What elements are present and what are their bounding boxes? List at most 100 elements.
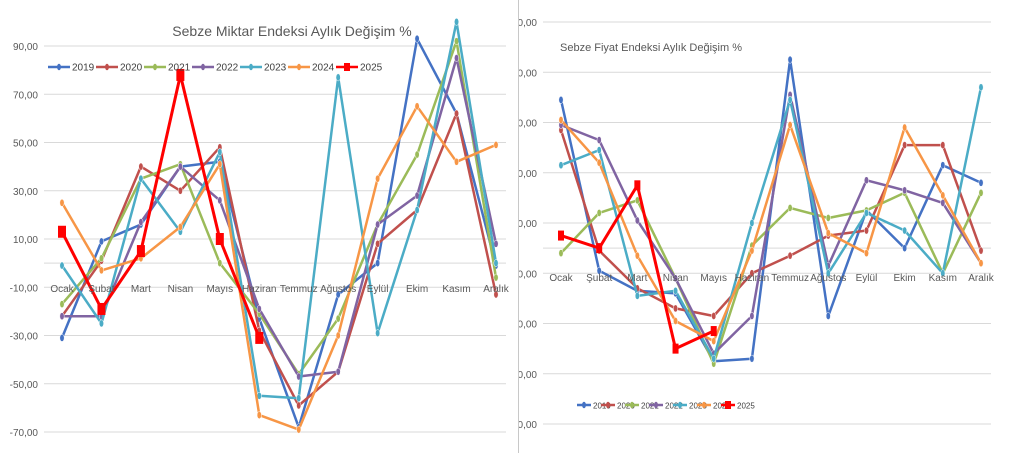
miktar-series-2025	[58, 68, 264, 344]
miktar-legend-item: 2025	[336, 63, 383, 74]
fiyat-point-2024	[940, 191, 946, 200]
fiyat-point-2023	[787, 96, 793, 104]
fiyat-point-2020	[864, 226, 869, 235]
miktar-y-tick-label: 50,00	[13, 139, 38, 150]
fiyat-x-tick-label: Aralık	[968, 273, 995, 284]
fiyat-point-2020	[978, 246, 984, 255]
miktar-series-line-2020	[60, 112, 498, 407]
miktar-point-2021	[414, 150, 420, 159]
miktar-legend-label: 2022	[216, 63, 239, 74]
fiyat-series-line-2020	[559, 129, 983, 318]
miktar-point-2021	[335, 314, 341, 323]
fiyat-y-tick-label: -50,00	[519, 370, 537, 381]
fiyat-point-2023	[711, 354, 717, 363]
fiyat-legend-marker	[654, 401, 658, 409]
miktar-legend-item: 2019	[48, 63, 95, 74]
fiyat-point-2022	[749, 312, 755, 320]
miktar-point-2024	[335, 331, 341, 340]
fiyat-point-2019	[787, 55, 793, 64]
miktar-point-2020	[138, 162, 144, 171]
fiyat-x-tick-label: Mart	[627, 273, 647, 284]
fiyat-point-2019	[940, 161, 946, 170]
fiyat-point-2019	[596, 266, 602, 275]
miktar-y-tick-label: 90,00	[13, 42, 38, 53]
miktar-y-tick-label: -10,00	[10, 283, 39, 294]
fiyat-point-2024	[787, 121, 793, 129]
fiyat-y-tick-label: -70,00	[519, 420, 537, 431]
miktar-legend-label: 2023	[264, 63, 287, 74]
miktar-point-2025	[136, 245, 145, 258]
fiyat-point-2019	[558, 96, 564, 104]
fiyat-chart-panel: 90,00 70,00 50,00 30,00 10,00 -10,00 -30,00 -50…	[518, 0, 1021, 453]
fiyat-legend-label: 2025	[737, 402, 755, 411]
miktar-y-tick-label: -50,00	[10, 380, 39, 391]
miktar-point-2025	[255, 331, 264, 344]
miktar-point-2023	[414, 206, 420, 214]
fiyat-legend-marker	[630, 401, 634, 409]
fiyat-point-2024	[673, 317, 678, 325]
miktar-point-2023	[99, 319, 104, 328]
miktar-legend-marker	[344, 63, 350, 71]
miktar-legend-item: 2021	[144, 63, 191, 74]
fiyat-point-2020	[749, 269, 755, 278]
fiyat-series-2024	[558, 116, 984, 345]
fiyat-point-2023	[673, 286, 678, 295]
fiyat-point-2021	[596, 209, 602, 217]
miktar-x-tick-label: Mayıs	[206, 284, 233, 295]
fiyat-chart-title: Sebze Fiyat Endeksi Aylık Değişim %	[560, 42, 742, 54]
miktar-point-2025	[97, 302, 106, 315]
miktar-y-tick-label: -70,00	[10, 428, 39, 439]
fiyat-series-line-2023	[560, 87, 983, 360]
miktar-series-line-2022	[62, 56, 498, 378]
fiyat-point-2022	[902, 186, 908, 195]
miktar-point-2022	[217, 196, 223, 205]
miktar-x-tick-label: Temmuz	[280, 284, 318, 295]
fiyat-y-tick-label: -30,00	[519, 320, 537, 331]
miktar-point-2025	[58, 225, 66, 238]
fiyat-point-2021	[787, 204, 793, 212]
fiyat-x-tick-label: Şubat	[586, 273, 612, 284]
miktar-series-2023	[59, 18, 499, 403]
miktar-point-2021	[99, 254, 104, 263]
fiyat-series-line-2025	[560, 183, 715, 351]
miktar-point-2021	[493, 273, 499, 282]
miktar-y-tick-label: -30,00	[10, 332, 39, 343]
miktar-point-2024	[414, 102, 420, 111]
miktar-point-2019	[335, 290, 341, 299]
miktar-point-2022	[335, 367, 341, 376]
fiyat-x-tick-label: Haziran	[735, 273, 769, 284]
miktar-y-tick-label: 30,00	[13, 187, 38, 198]
fiyat-point-2019	[749, 354, 755, 363]
miktar-legend-marker	[153, 63, 157, 71]
fiyat-point-2025	[672, 343, 679, 354]
fiyat-point-2022	[596, 136, 602, 144]
fiyat-legend-item: 2025	[721, 401, 755, 411]
fiyat-point-2024	[711, 337, 717, 345]
fiyat-y-tick-label: 10,00	[519, 219, 537, 230]
miktar-point-2024	[99, 266, 104, 275]
miktar-point-2020	[296, 401, 302, 410]
miktar-point-2020	[177, 186, 183, 195]
fiyat-legend-marker	[702, 401, 706, 409]
fiyat-point-2024	[749, 246, 755, 255]
miktar-point-2022	[59, 312, 65, 321]
fiyat-series-2023	[558, 83, 984, 363]
miktar-series-line-2019	[60, 37, 498, 429]
fiyat-x-tick-label: Eylül	[856, 273, 878, 284]
miktar-chart: 90,00 70,00 50,00 30,00 10,00 -10,00 -30,00 -50…	[10, 18, 510, 439]
miktar-series-line-2024	[60, 105, 497, 431]
fiyat-point-2023	[749, 219, 755, 227]
fiyat-x-tick-label: Ağustos	[810, 273, 846, 284]
miktar-legend-label: 2020	[120, 63, 143, 74]
miktar-point-2024	[375, 174, 381, 183]
miktar-gridlines	[44, 45, 506, 433]
fiyat-point-2022	[940, 199, 946, 207]
fiyat-x-tick-label: Nisan	[663, 273, 689, 284]
miktar-point-2024	[493, 141, 499, 149]
miktar-series-line-2023	[60, 20, 498, 400]
fiyat-series-line-2022	[560, 93, 983, 355]
miktar-series-line-2021	[61, 39, 498, 376]
fiyat-point-2020	[673, 304, 678, 313]
fiyat-y-tick-label: 30,00	[519, 169, 537, 180]
